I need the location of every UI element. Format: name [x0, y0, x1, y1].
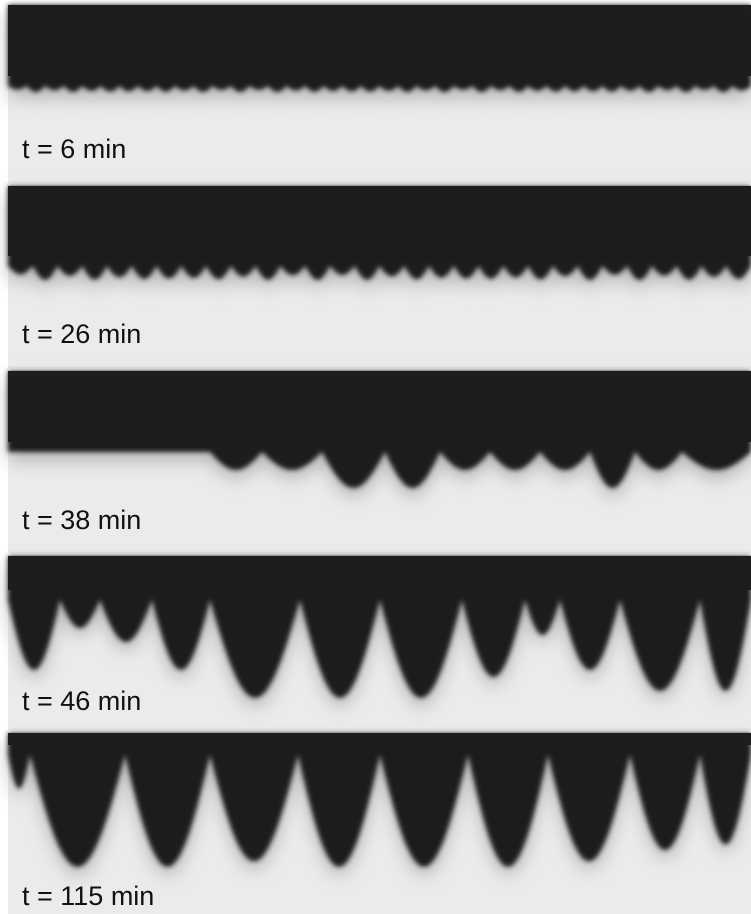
panel: t = 26 min: [8, 186, 751, 368]
page: {"panels": [ {"label": "t = 6 min"}, {"l…: [0, 0, 751, 914]
dark-front: [8, 5, 751, 92]
time-label: t = 115 min: [22, 881, 154, 911]
dark-front: [8, 186, 751, 280]
panel: t = 46 min: [8, 556, 751, 730]
panel: t = 115 min: [8, 733, 751, 914]
time-label: t = 26 min: [22, 319, 141, 349]
panel: t = 38 min: [8, 371, 751, 553]
panel: t = 6 min: [8, 5, 751, 183]
time-label: t = 6 min: [22, 134, 126, 164]
time-label: t = 38 min: [22, 505, 141, 535]
figure: t = 6 min t = 26 min t = 38 min t = 46 min t…: [0, 0, 751, 914]
time-label: t = 46 min: [22, 686, 141, 716]
